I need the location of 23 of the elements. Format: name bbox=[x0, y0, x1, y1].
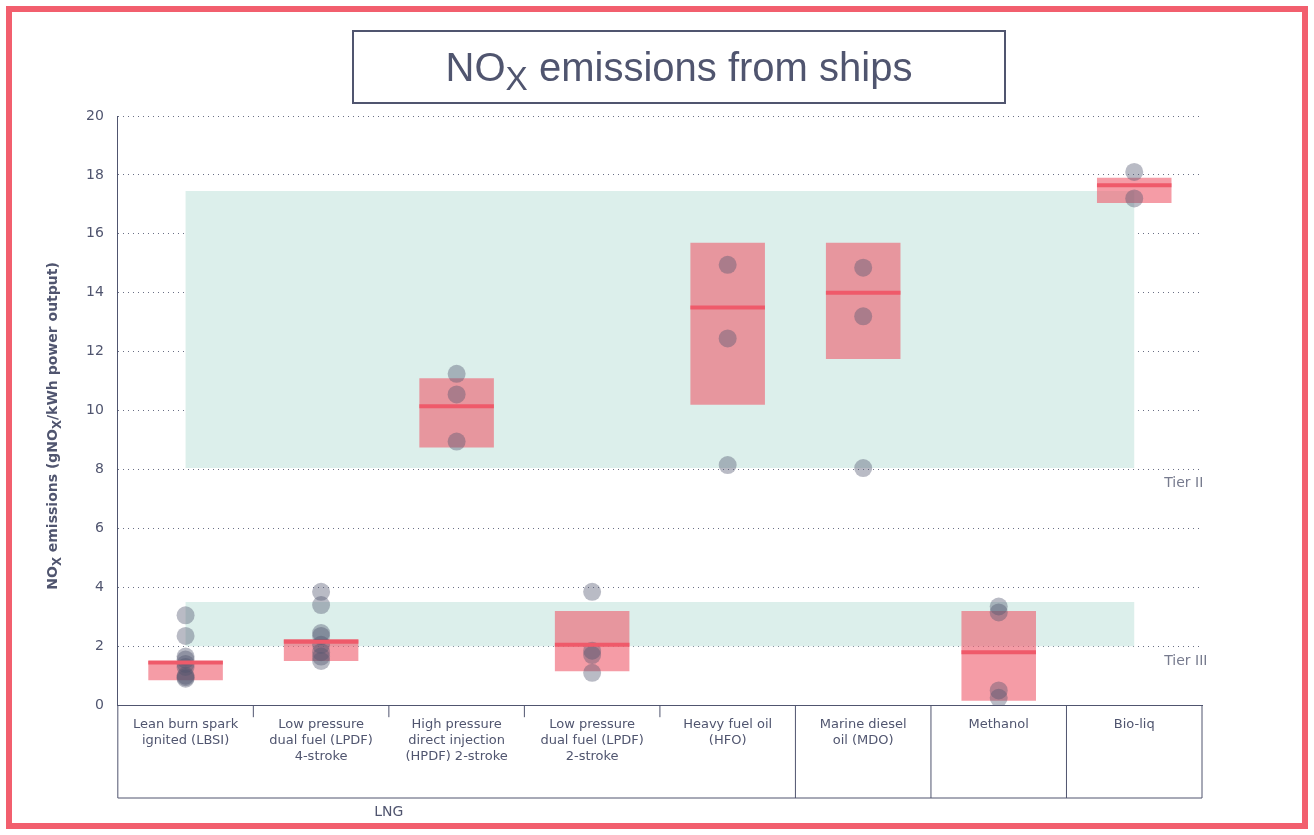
y-tick-label: 20 bbox=[85, 106, 104, 123]
y-tick-label: 10 bbox=[85, 401, 104, 418]
text: LNG bbox=[374, 803, 404, 819]
y-tick-label: 8 bbox=[94, 460, 104, 477]
x-tick-label: Methanol bbox=[968, 716, 1029, 732]
y-tick-label: 18 bbox=[85, 165, 104, 182]
x-tick-label: Low pressure dual fuel (LPDF) 2-stroke bbox=[540, 716, 644, 763]
y-tick-label: 12 bbox=[85, 342, 104, 359]
y-tick-label: 14 bbox=[85, 283, 104, 300]
band-label: Tier III bbox=[1163, 651, 1208, 668]
band-label: Tier II bbox=[1163, 473, 1204, 490]
chart-title: NO$_{X}$ emissions from ships bbox=[352, 30, 1006, 104]
y-tick-label: 4 bbox=[94, 578, 104, 594]
x-tick-label: Marine diesel oil (MDO) bbox=[819, 716, 907, 747]
y-tick-label: 2 bbox=[94, 636, 104, 653]
y-tick-label: 6 bbox=[94, 519, 104, 536]
x-tick-label: Bio-liq bbox=[1113, 716, 1155, 732]
x-tick-label: Lean burn spark ignited (LBSI) bbox=[132, 716, 239, 747]
y-tick-label: 0 bbox=[94, 695, 104, 712]
y-tick-label: 16 bbox=[85, 224, 104, 241]
x-tick-label: High pressure direct injection (HPDF) 2-stroke bbox=[405, 716, 508, 763]
x-tick-label: Low pressure dual fuel (LPDF) 4-stroke bbox=[269, 716, 373, 763]
x-tick-label: Heavy fuel oil (HFO) bbox=[683, 716, 773, 747]
